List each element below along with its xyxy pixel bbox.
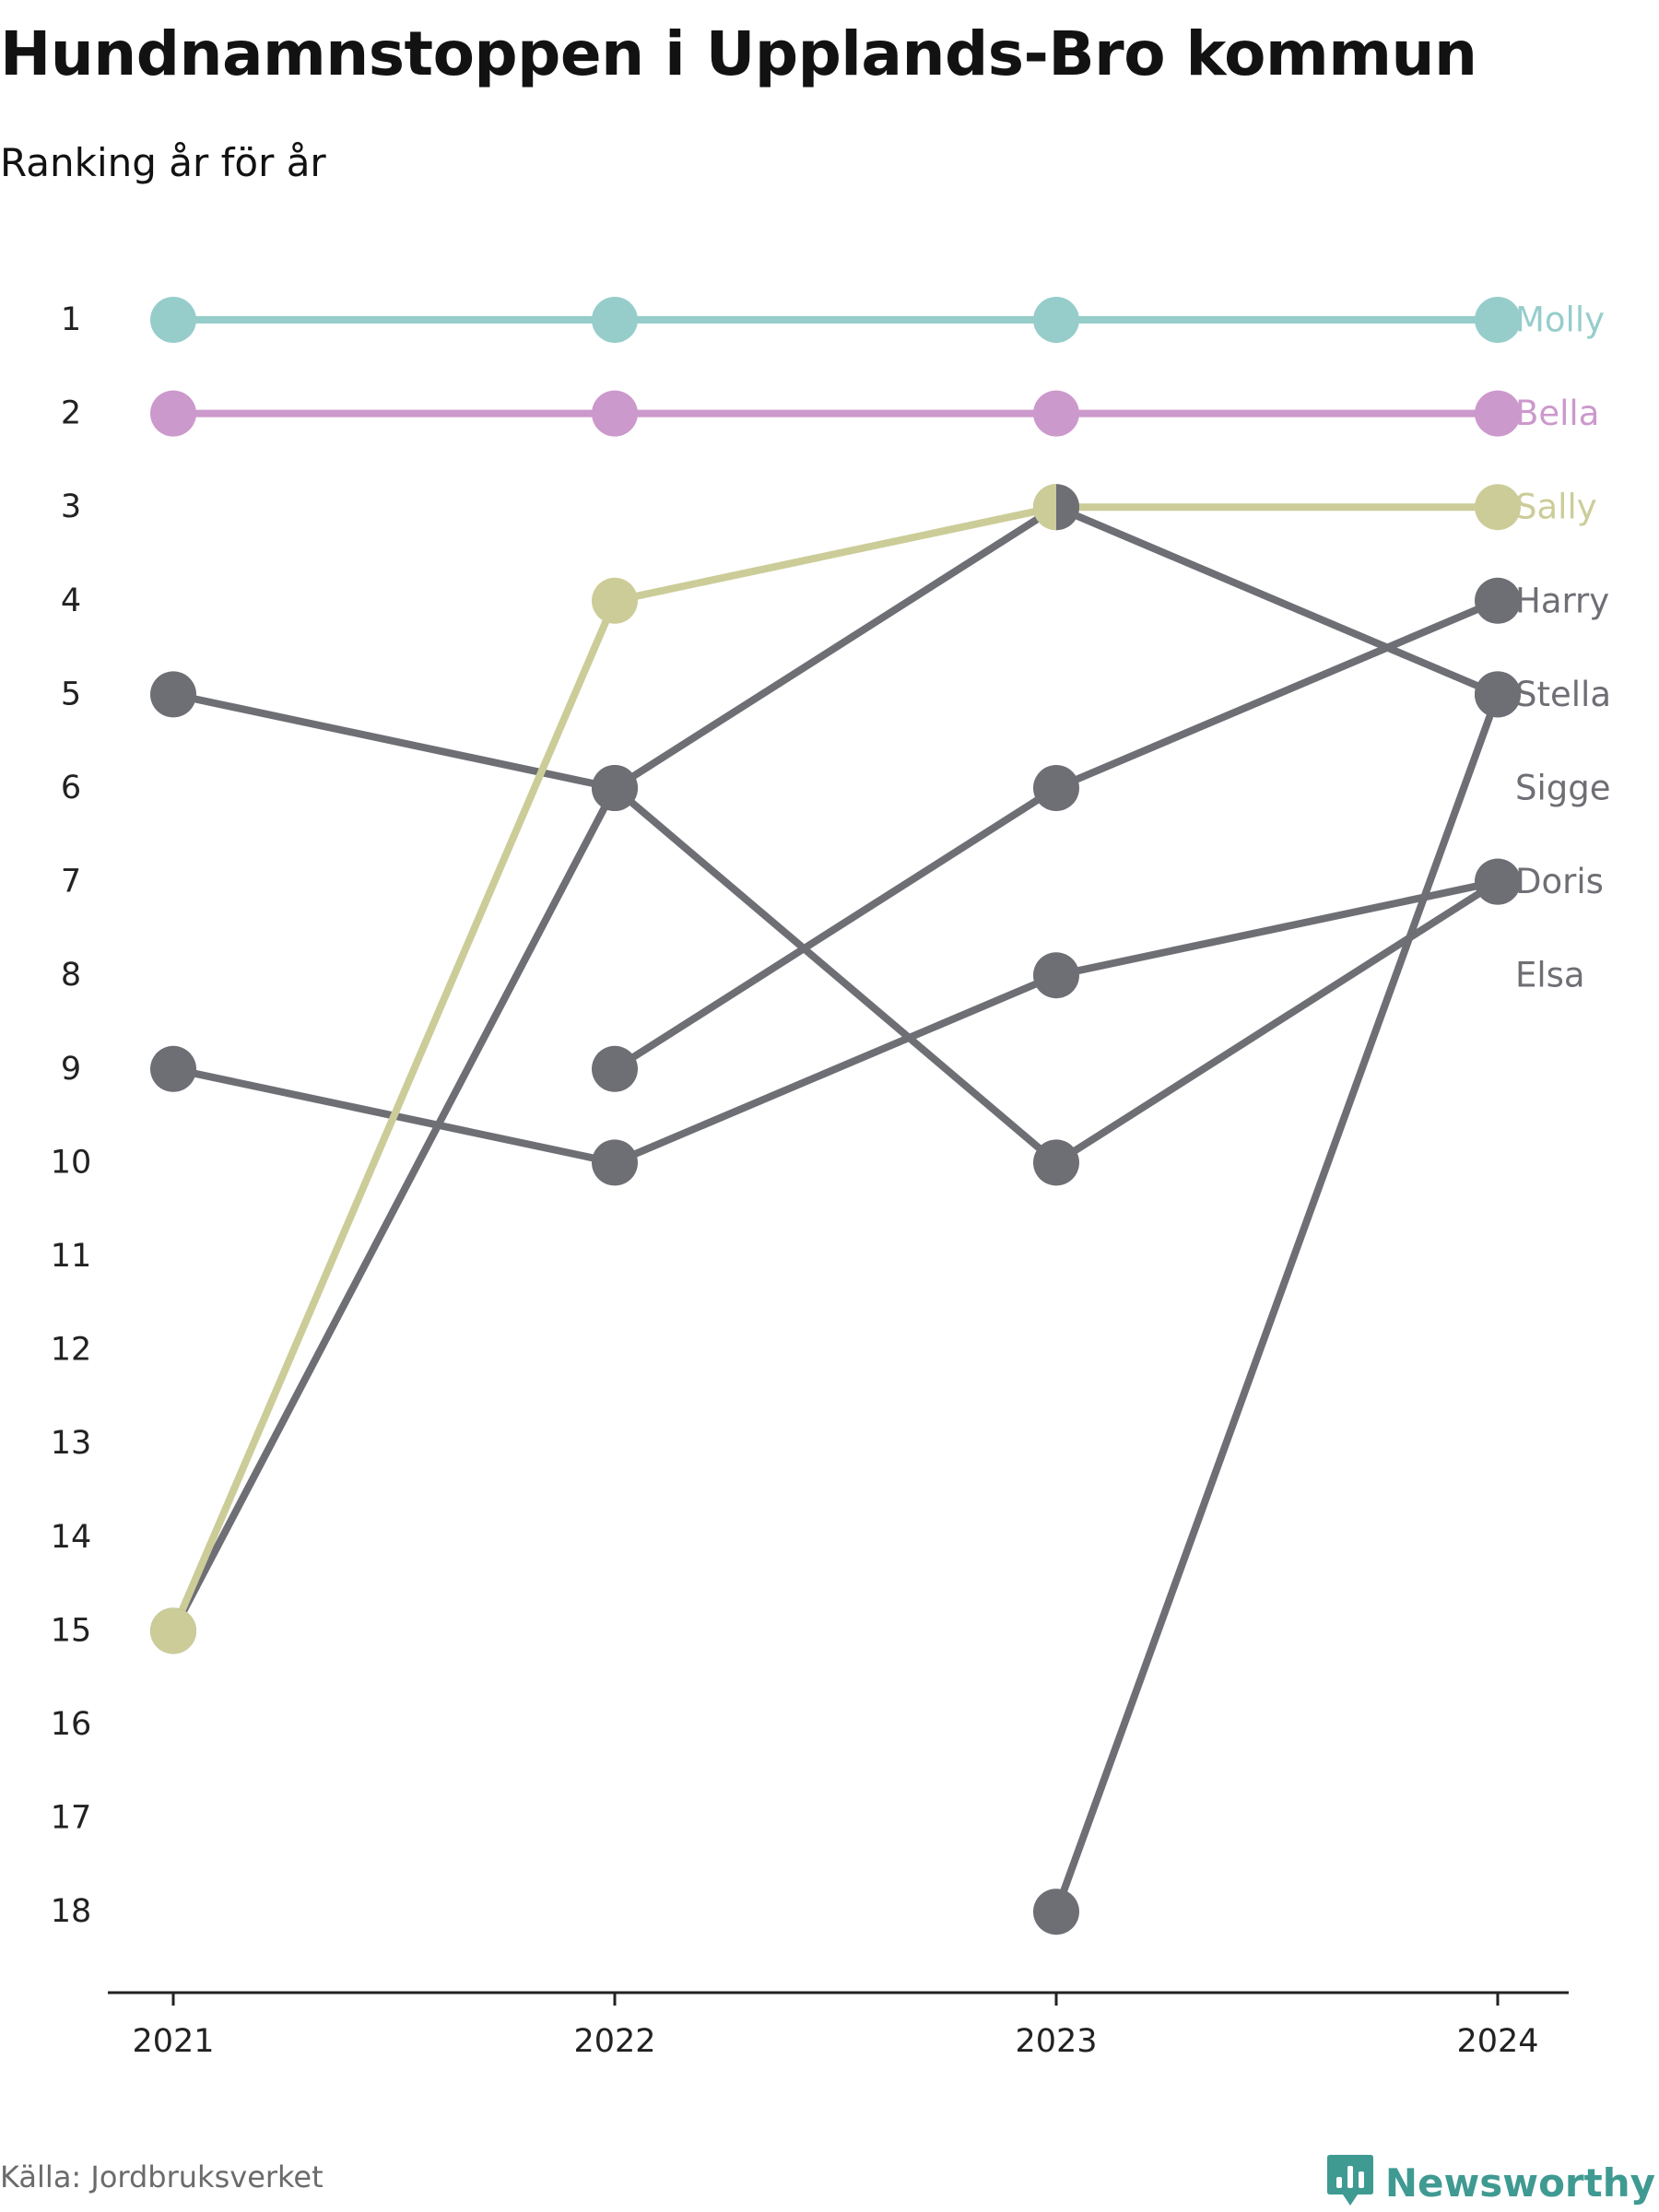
data-point-molly [1475,297,1521,343]
data-point-bella [150,390,196,437]
series-line-stella [1053,690,1501,1916]
data-point-sigge [1475,671,1521,718]
y-tick-label: 16 [51,1706,92,1743]
data-point-sally [592,577,638,624]
data-point-elsa [150,671,196,718]
x-tick-label: 2021 [132,2023,214,2060]
series-points [150,297,1521,1936]
y-tick-label: 4 [61,582,81,619]
y-tick-label: 1 [61,301,81,338]
data-point-sally [1475,484,1521,531]
data-point-molly [150,297,196,343]
y-tick-label: 17 [51,1800,92,1837]
chart-subtitle: Ranking år för år [0,140,326,185]
y-tick-label: 13 [51,1425,92,1462]
series-label-sally: Sally [1515,488,1597,527]
series-line-elsa [170,690,1501,1167]
data-point-molly [1033,297,1079,343]
data-point-harry [1033,765,1079,811]
x-axis: 2021 2022 2023 2024 [108,1991,1569,2060]
series-end-labels: Molly Bella Sally Harry Stella Sigge Doris Elsa [1515,300,1611,995]
data-point-doris [592,1139,638,1186]
data-point-harry [592,1045,638,1092]
data-point-elsa [592,765,638,811]
data-point-sally-overlap [1033,484,1056,531]
series-label-elsa: Elsa [1515,956,1585,995]
data-point-sigge-overlap [1056,484,1079,531]
y-tick-label: 11 [51,1238,92,1275]
data-point-sally [150,1607,196,1654]
x-tick-label: 2024 [1456,2023,1538,2060]
data-point-harry [1475,577,1521,624]
y-tick-label: 5 [61,676,81,712]
series-line-doris [170,877,1501,1167]
data-point-elsa [1033,1139,1079,1186]
data-point-doris [1033,952,1079,999]
y-tick-label: 7 [61,864,81,900]
data-point-bella [1475,390,1521,437]
series-label-doris: Doris [1515,862,1604,901]
newsworthy-logo-icon [1326,2153,1374,2212]
chart-title: Hundnamnstoppen i Upplands-Bro kommun [0,18,1477,89]
series-lines [170,316,1501,1916]
series-line-sally [170,503,1501,1635]
y-tick-label: 12 [51,1332,92,1369]
y-tick-label: 14 [51,1519,92,1556]
y-tick-label: 18 [51,1893,92,1930]
data-point-stella [1033,1888,1079,1936]
y-tick-label: 6 [61,770,81,806]
series-label-molly: Molly [1515,300,1605,340]
y-tick-label: 15 [51,1612,92,1649]
series-label-sigge: Sigge [1515,769,1611,808]
x-tick-label: 2023 [1015,2023,1097,2060]
data-point-molly [592,297,638,343]
y-tick-label: 9 [61,1051,81,1088]
brand-logo[interactable]: Newsworthy [1326,2153,1655,2212]
source-note: Källa: Jordbruksverket [0,2159,324,2194]
data-point-bella [1033,390,1079,437]
series-line-harry [611,596,1501,1073]
y-tick-label: 3 [61,488,81,525]
y-tick-label: 8 [61,957,81,994]
series-label-stella: Stella [1515,675,1611,714]
series-label-bella: Bella [1515,394,1599,433]
data-point-elsa [1475,858,1521,905]
x-tick-label: 2022 [573,2023,655,2060]
data-point-bella [592,390,638,437]
series-label-harry: Harry [1515,581,1609,620]
y-tick-label: 2 [61,395,81,432]
brand-name: Newsworthy [1384,2159,1655,2206]
data-point-doris [150,1045,196,1092]
y-tick-label: 10 [51,1144,92,1181]
series-line-sigge [170,503,1501,1635]
